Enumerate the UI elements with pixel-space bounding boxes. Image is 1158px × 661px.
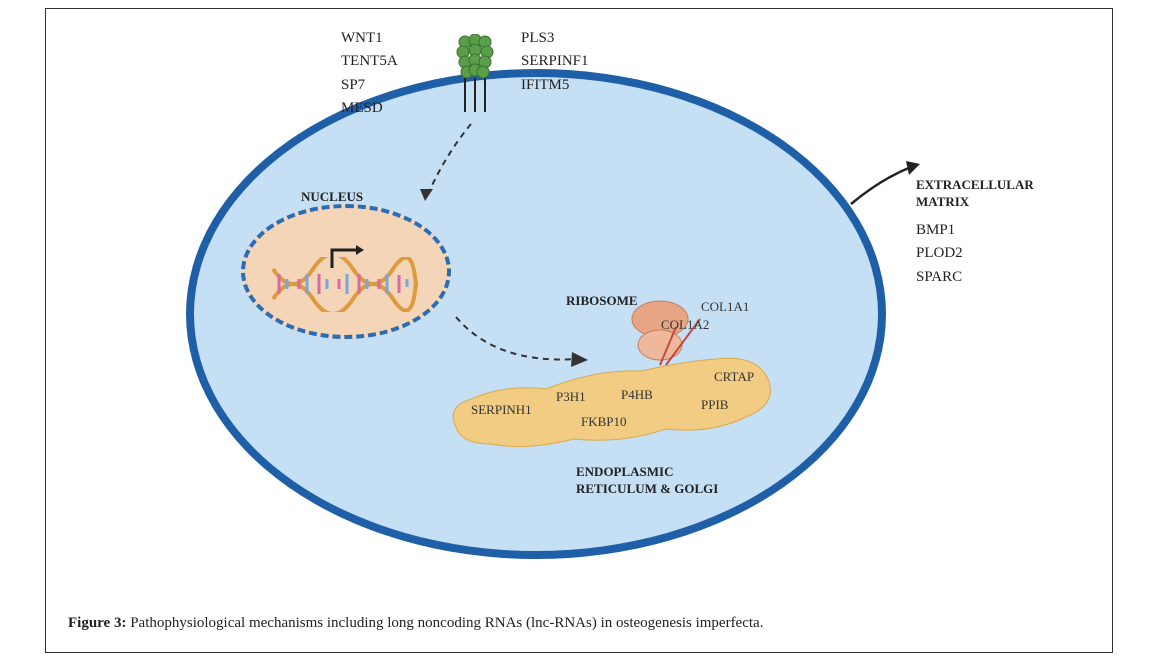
gene-wnt1: WNT1: [341, 27, 398, 50]
gene-serpinh1: SERPINH1: [471, 402, 532, 418]
gene-col1a1: COL1A1: [701, 299, 749, 315]
gene-serpinf1: SERPINF1: [521, 50, 589, 73]
ecm-genes: BMP1 PLOD2 SPARC: [916, 219, 963, 289]
gene-p4hb: P4HB: [621, 387, 653, 403]
gene-bmp1: BMP1: [916, 219, 963, 242]
er-golgi-label-line2: RETICULUM & GOLGI: [576, 481, 718, 496]
gene-tent5a: TENT5A: [341, 50, 398, 73]
gene-crtap: CRTAP: [714, 369, 754, 385]
gene-sp7: SP7: [341, 74, 398, 97]
ecm-label: EXTRACELLULAR MATRIX: [916, 177, 1034, 211]
diagram-area: NUCLEUS: [46, 9, 1112, 584]
gene-col1a2: COL1A2: [661, 317, 709, 333]
caption-prefix: Figure 3:: [68, 615, 126, 631]
gene-ifitm5: IFITM5: [521, 74, 589, 97]
caption-text: Pathophysiological mechanisms including …: [126, 615, 763, 631]
gene-ppib: PPIB: [701, 397, 728, 413]
ribosome-label: RIBOSOME: [566, 293, 638, 309]
figure-caption: Figure 3: Pathophysiological mechanisms …: [68, 615, 763, 632]
receptor-icon: [451, 34, 499, 114]
gene-sparc: SPARC: [916, 266, 963, 289]
receptor-genes-right: PLS3 SERPINF1 IFITM5: [521, 27, 589, 97]
gene-mesd: MESD: [341, 97, 398, 120]
gene-plod2: PLOD2: [916, 242, 963, 265]
ecm-label-line1: EXTRACELLULAR: [916, 177, 1034, 192]
gene-pls3: PLS3: [521, 27, 589, 50]
gene-fkbp10: FKBP10: [581, 414, 627, 430]
ecm-label-line2: MATRIX: [916, 194, 969, 209]
dna-helix-icon: [268, 257, 418, 312]
arrow-to-ecm-icon: [846, 159, 926, 209]
er-golgi-label: ENDOPLASMIC RETICULUM & GOLGI: [576, 464, 718, 498]
er-golgi-label-line1: ENDOPLASMIC: [576, 464, 674, 479]
receptor-genes-left: WNT1 TENT5A SP7 MESD: [341, 27, 398, 120]
figure-frame: NUCLEUS: [45, 8, 1113, 653]
nucleus-label: NUCLEUS: [301, 189, 363, 205]
gene-p3h1: P3H1: [556, 389, 586, 405]
